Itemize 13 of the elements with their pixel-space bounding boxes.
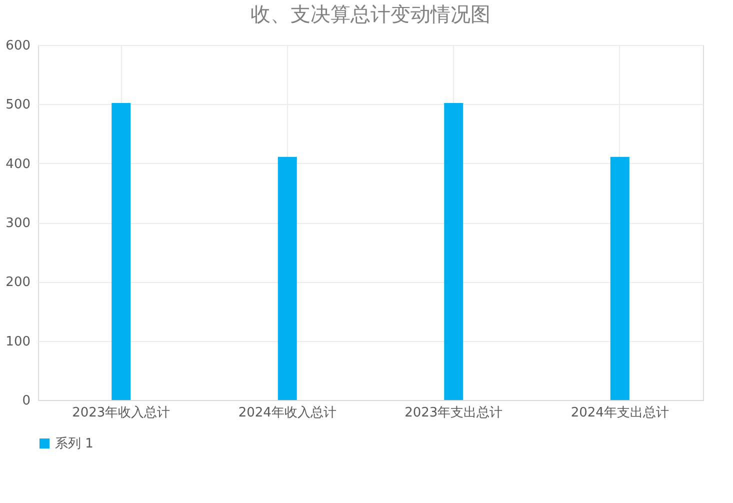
y-tick-label: 500: [6, 98, 30, 113]
y-tick-label: 300: [6, 216, 30, 231]
x-tick-label: 2023年收入总计: [72, 406, 170, 420]
y-tick-label: 600: [6, 38, 30, 54]
x-tick-label: 2024年支出总计: [570, 406, 669, 420]
y-tick-label: 400: [6, 156, 30, 172]
x-tick-label: 2024年收入总计: [238, 406, 336, 420]
y-tick-label: 200: [6, 275, 30, 290]
legend-label: 系列 1: [55, 436, 94, 452]
chart-title: 收、支决算总计变动情况图: [250, 2, 490, 26]
x-tick-label: 2023年支出总计: [404, 406, 503, 420]
y-tick-label: 100: [6, 334, 30, 350]
y-tick-label: 0: [22, 394, 30, 408]
